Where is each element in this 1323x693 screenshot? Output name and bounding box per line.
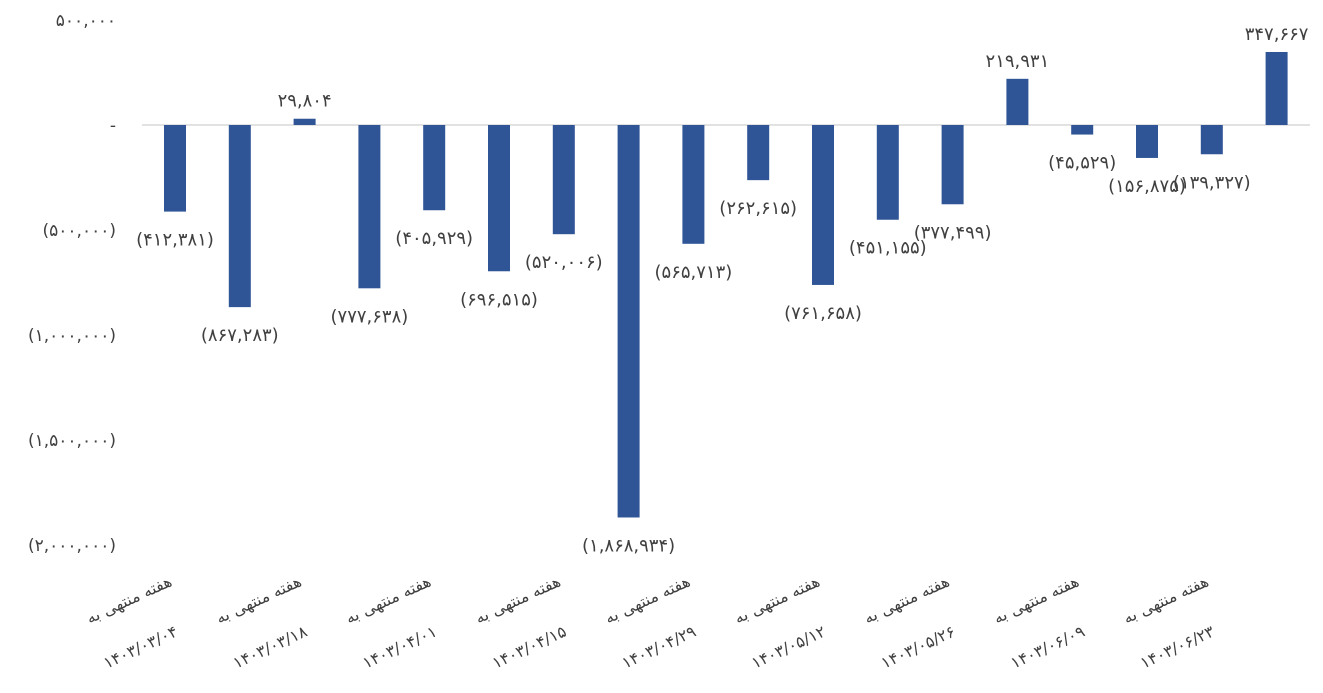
bar bbox=[617, 125, 640, 518]
x-tick-label-line2: ۱۴۰۳/۰۵/۱۲ bbox=[748, 622, 828, 673]
x-tick-label-line1: هفته منتهی به bbox=[1120, 571, 1212, 628]
data-label: ۲۱۹,۹۳۱ bbox=[986, 51, 1050, 72]
bar bbox=[812, 125, 834, 285]
data-label: (۵۲۰,۰۰۶) bbox=[525, 252, 603, 273]
data-label: (۱۳۹,۳۲۷) bbox=[1173, 172, 1251, 193]
data-label: (۱,۸۶۸,۹۳۴) bbox=[582, 535, 675, 556]
x-tick-label-line2: ۱۴۰۳/۰۴/۲۹ bbox=[619, 622, 699, 673]
data-label: (۸۶۷,۲۸۳) bbox=[201, 325, 279, 346]
x-tick-label-line1: هفته منتهی به bbox=[472, 571, 564, 628]
bar bbox=[876, 125, 899, 220]
bar bbox=[228, 125, 251, 308]
data-label: (۲۶۲,۶۱۵) bbox=[719, 198, 797, 219]
bar bbox=[747, 125, 770, 181]
data-label: (۷۷۷,۶۳۸) bbox=[331, 306, 409, 327]
bar bbox=[1265, 51, 1288, 125]
bar bbox=[1136, 125, 1158, 158]
x-tick-label-line1: هفته منتهی به bbox=[342, 571, 434, 628]
data-label: (۴۵,۵۲۹) bbox=[1048, 153, 1116, 174]
bar bbox=[682, 125, 705, 244]
x-tick-label-line1: هفته منتهی به bbox=[990, 571, 1082, 628]
y-tick-label: ۵۰۰,۰۰۰ bbox=[56, 11, 116, 31]
bar bbox=[1200, 125, 1223, 155]
bar bbox=[552, 125, 575, 235]
y-tick-label: (۵۰۰,۰۰۰) bbox=[43, 221, 116, 241]
x-tick-label-line2: ۱۴۰۳/۰۴/۰۱ bbox=[360, 622, 440, 673]
data-label: (۶۹۶,۵۱۵) bbox=[460, 289, 538, 310]
x-tick-label-line2: ۱۴۰۳/۰۴/۱۵ bbox=[489, 622, 569, 673]
y-tick-label: (۲,۰۰۰,۰۰۰) bbox=[28, 536, 116, 556]
data-label: (۱۵۶,۸۷۵) bbox=[1108, 176, 1186, 197]
y-tick-label: (۱,۵۰۰,۰۰۰) bbox=[28, 431, 116, 451]
y-tick-label: (۱,۰۰۰,۰۰۰) bbox=[28, 326, 116, 346]
x-tick-label-line2: ۱۴۰۳/۰۳/۰۴ bbox=[100, 622, 180, 673]
x-tick-label-line1: هفته منتهی به bbox=[602, 571, 694, 628]
bar bbox=[423, 125, 446, 211]
bar bbox=[1006, 78, 1029, 125]
x-tick-label-line1: هفته منتهی به bbox=[213, 571, 305, 628]
bar bbox=[1071, 125, 1094, 135]
bar bbox=[488, 125, 510, 272]
data-label: (۳۷۷,۴۹۹) bbox=[914, 222, 992, 243]
bar bbox=[358, 125, 381, 289]
x-tick-label-line2: ۱۴۰۳/۰۳/۱۸ bbox=[230, 621, 310, 672]
bar bbox=[293, 118, 316, 125]
data-label: ۲۹,۸۰۴ bbox=[278, 91, 332, 112]
data-label: (۴۱۲,۳۸۱) bbox=[136, 230, 214, 251]
data-label: (۴۰۵,۹۲۹) bbox=[395, 228, 473, 249]
x-tick-label-line1: هفته منتهی به bbox=[731, 571, 823, 628]
data-label: ۳۴۷,۶۶۷ bbox=[1245, 24, 1309, 45]
x-tick-label-line1: هفته منتهی به bbox=[861, 571, 953, 628]
bar bbox=[941, 125, 964, 205]
x-tick-label-line1: هفته منتهی به bbox=[83, 571, 175, 628]
y-tick-label: - bbox=[110, 116, 116, 136]
x-tick-label-line2: ۱۴۰۳/۰۶/۲۳ bbox=[1137, 621, 1217, 672]
x-tick-label-line2: ۱۴۰۳/۰۵/۲۶ bbox=[878, 622, 958, 673]
data-label: (۴۵۱,۱۵۵) bbox=[849, 238, 927, 259]
data-label: (۵۶۵,۷۱۳) bbox=[655, 262, 733, 283]
bar bbox=[164, 125, 186, 212]
data-label: (۷۶۱,۶۵۸) bbox=[784, 303, 862, 324]
x-tick-label-line2: ۱۴۰۳/۰۶/۰۹ bbox=[1008, 622, 1088, 673]
